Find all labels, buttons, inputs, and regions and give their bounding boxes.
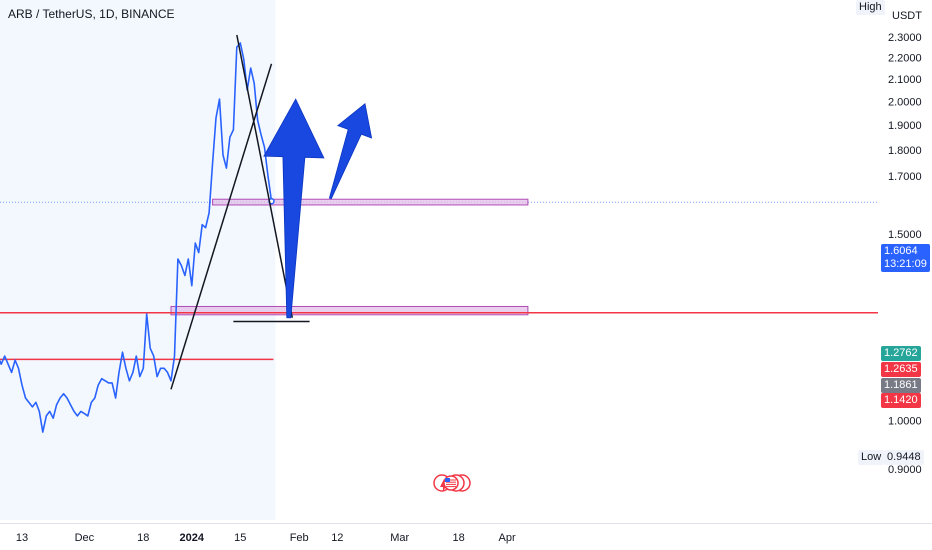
trend-line — [236, 34, 294, 318]
currency-unit[interactable]: USDT — [892, 10, 922, 22]
forecast-arrow — [263, 98, 325, 319]
symbol-title[interactable]: ARB / TetherUS, 1D, BINANCE — [8, 7, 175, 21]
x-tick-label: 13 — [16, 532, 28, 544]
low-value: 0.9448 — [884, 450, 924, 465]
y-tick-label: 2.1000 — [888, 74, 922, 86]
y-tick-label: 1.5000 — [888, 229, 922, 241]
y-tick-label: 1.7000 — [888, 171, 922, 183]
price-tag-4: 1.1420 — [881, 393, 921, 408]
y-tick-label: 2.3000 — [888, 32, 922, 44]
trend-line — [170, 63, 273, 390]
x-tick-label: 12 — [331, 532, 343, 544]
last-price-value: 1.6064 — [884, 245, 918, 257]
x-tick-label: 2024 — [180, 532, 205, 544]
history-shade — [0, 0, 276, 520]
x-tick-label: 18 — [137, 532, 149, 544]
lightning-icon — [440, 479, 447, 492]
x-tick-label: Dec — [75, 532, 95, 544]
x-tick-label: 15 — [234, 532, 246, 544]
price-series-line — [0, 42, 273, 433]
y-tick-label: 2.0000 — [888, 96, 922, 108]
forecast-arrow — [328, 102, 373, 200]
last-price-tag: 1.6064 13:21:09 — [881, 244, 930, 272]
price-tag-1: 1.2762 — [881, 346, 921, 361]
y-tick-label: 0.9000 — [888, 464, 922, 476]
y-tick-label: 2.2000 — [888, 52, 922, 64]
y-tick-label: 1.8000 — [888, 145, 922, 157]
y-tick-label: 1.0000 — [888, 415, 922, 427]
high-label: High — [856, 0, 885, 15]
price-tag-2: 1.2635 — [881, 362, 921, 377]
price-zone — [170, 305, 529, 316]
x-tick-label: 18 — [452, 532, 464, 544]
price-zone — [212, 198, 529, 206]
y-tick-label: 1.9000 — [888, 120, 922, 132]
price-tag-3: 1.1861 — [881, 378, 921, 393]
x-tick-label: Apr — [499, 532, 516, 544]
x-tick-label: Feb — [290, 532, 309, 544]
x-tick-label: Mar — [390, 532, 409, 544]
flag-canton — [445, 478, 450, 482]
countdown-value: 13:21:09 — [884, 258, 927, 270]
low-label: Low — [858, 450, 885, 465]
